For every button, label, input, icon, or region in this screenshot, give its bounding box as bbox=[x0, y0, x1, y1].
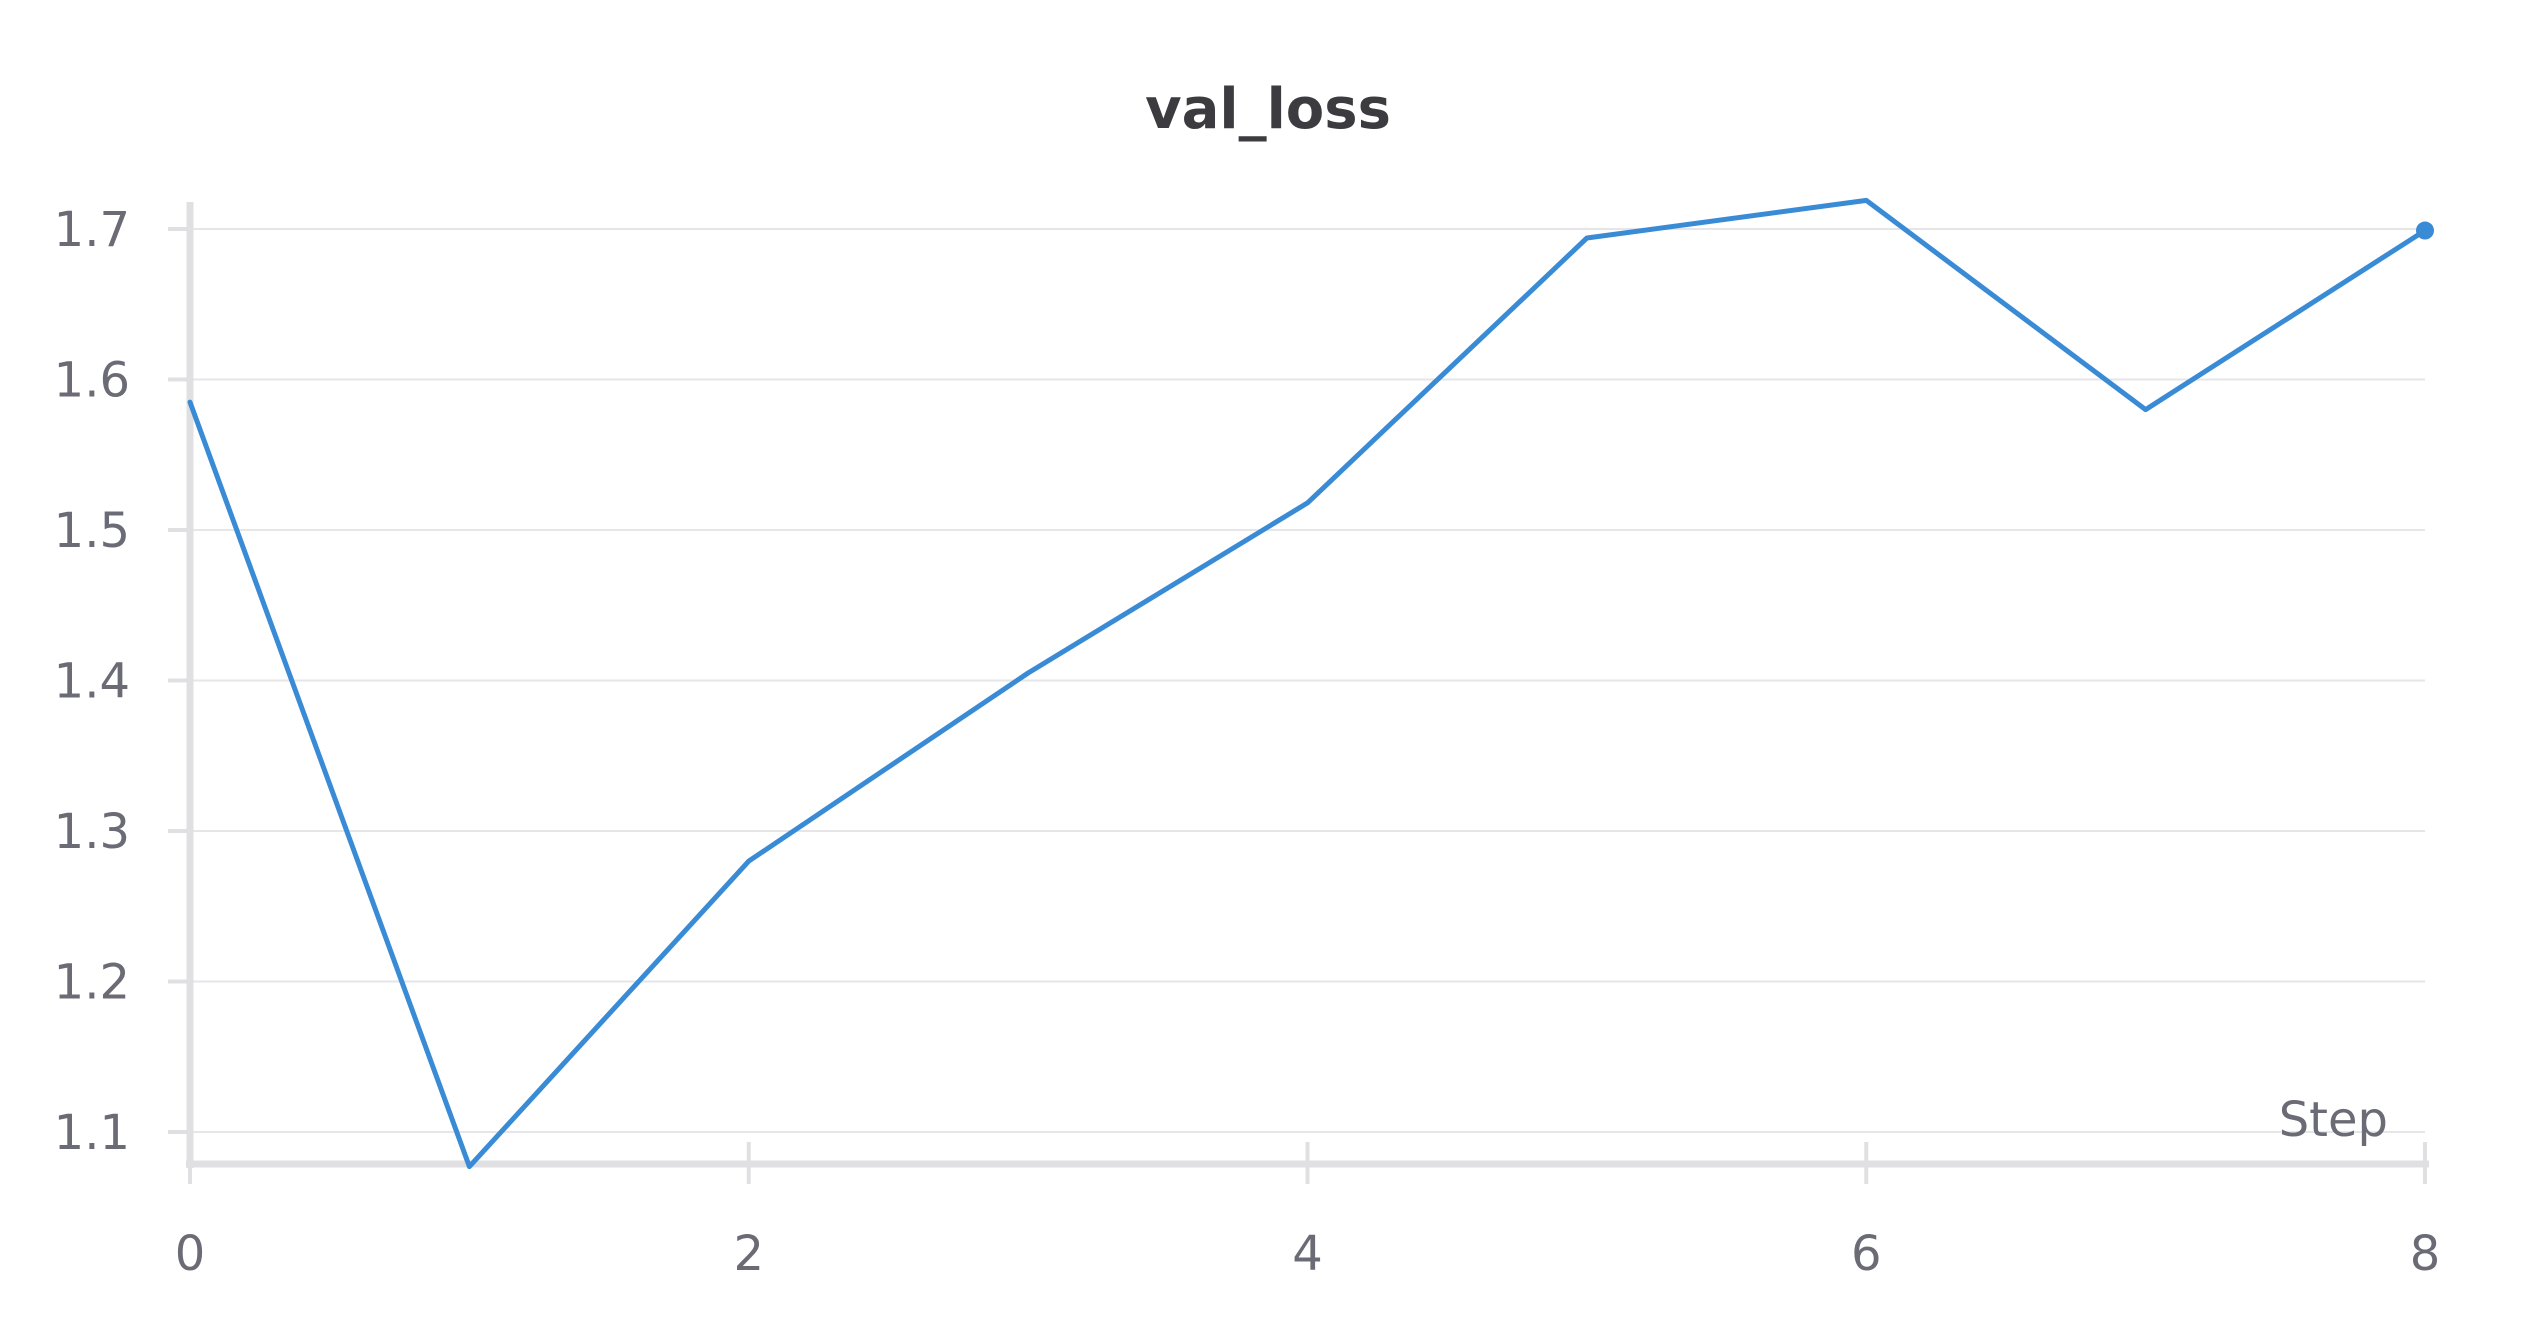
y-tick-label: 1.1 bbox=[54, 1105, 130, 1161]
axes bbox=[168, 202, 2429, 1184]
series-layer bbox=[187, 197, 2434, 1170]
y-tick-label: 1.7 bbox=[54, 202, 130, 258]
y-tick-label: 1.2 bbox=[54, 955, 130, 1011]
tick-labels: 1.1 1.2 1.3 1.4 1.5 1.6 1.7 0 2 4 6 8 bbox=[54, 202, 2441, 1282]
x-tick-label: 6 bbox=[1851, 1226, 1882, 1282]
x-tick-label: 8 bbox=[2410, 1226, 2441, 1282]
y-tick-label: 1.3 bbox=[54, 804, 130, 860]
chart-title: val_loss bbox=[1145, 77, 1391, 142]
x-tick-label: 0 bbox=[175, 1226, 206, 1282]
series-line bbox=[187, 197, 2428, 1170]
y-tick-label: 1.5 bbox=[54, 503, 130, 559]
y-tick-label: 1.4 bbox=[54, 654, 130, 710]
x-tick-label: 4 bbox=[1292, 1226, 1323, 1282]
y-tick-label: 1.6 bbox=[54, 353, 130, 409]
grid-lines bbox=[170, 228, 2425, 1133]
x-tick-label: 2 bbox=[733, 1226, 764, 1282]
last-point-marker bbox=[2416, 221, 2434, 240]
x-axis-label: Step bbox=[2279, 1092, 2388, 1148]
